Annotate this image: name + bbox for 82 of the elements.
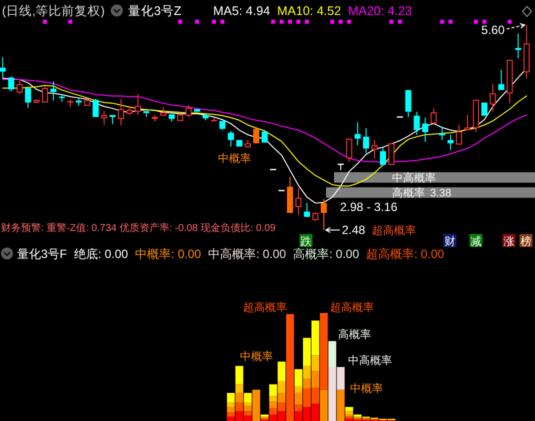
candlestick	[380, 147, 386, 166]
bar	[226, 392, 235, 403]
annotation: 高概率	[338, 328, 371, 341]
candlestick	[110, 114, 116, 125]
bar	[278, 362, 286, 382]
annotation: 中高概率	[348, 354, 392, 367]
text: MA10: 4.52	[277, 4, 342, 18]
candlestick	[354, 122, 361, 146]
bar	[278, 381, 286, 393]
candlestick	[126, 105, 133, 116]
candlestick	[8, 76, 14, 92]
annotation: 超高概率	[372, 224, 416, 237]
candlestick	[16, 80, 23, 94]
candlestick	[92, 98, 99, 118]
candlestick	[490, 84, 496, 112]
bar	[294, 369, 302, 386]
chart-subtitle: 量化3号Z	[128, 4, 182, 18]
candlestick	[448, 134, 454, 150]
bar	[328, 341, 336, 367]
candlestick	[253, 126, 260, 144]
candlestick	[456, 124, 462, 146]
candlestick	[422, 117, 428, 142]
text: 超高概率: 0.00	[366, 247, 444, 261]
bar	[235, 384, 244, 393]
annotation: 2.98 - 3.16	[340, 200, 398, 214]
candlestick	[134, 93, 141, 116]
band-label: 高概率	[392, 186, 425, 200]
candlestick	[388, 142, 394, 166]
bar	[235, 402, 244, 412]
bar	[294, 392, 302, 405]
annotation: 中概率	[350, 382, 383, 395]
annotation: 超高概率	[330, 301, 374, 314]
candlestick	[439, 126, 446, 140]
bar	[226, 402, 235, 407]
annotation: 3.38	[430, 188, 452, 200]
text: 中高概率: 0.00	[208, 247, 286, 261]
annotation: 5.60	[481, 23, 505, 37]
annotation: 财务预警: 重警-Z值: 0.734 优质资产率: -0.08 现金负债比: 0.09	[1, 222, 276, 234]
candlestick	[25, 86, 32, 108]
chart-title: (日线,等比前复权)	[2, 4, 105, 18]
candlestick	[481, 102, 488, 116]
candlestick	[430, 108, 437, 124]
bar	[244, 392, 252, 403]
candlestick	[405, 90, 412, 118]
text: 中概率: 0.00	[135, 247, 202, 261]
text: 绝底: 0.00	[74, 247, 128, 261]
text: 高概率: 0.00	[293, 247, 360, 261]
annotation: 超高概率	[243, 301, 287, 314]
candlestick	[304, 202, 310, 218]
bar	[294, 386, 302, 393]
chart-title: 量化3号F	[17, 247, 68, 261]
candlestick	[414, 111, 420, 136]
bar	[269, 384, 278, 396]
annotation: 2.48	[342, 223, 366, 237]
bar	[226, 412, 235, 417]
candlestick	[118, 98, 124, 126]
annotation: 中概率	[240, 350, 273, 363]
candlestick	[464, 114, 471, 131]
candlestick	[498, 69, 504, 91]
bar	[235, 366, 244, 384]
candlestick	[363, 128, 370, 154]
candlestick	[42, 86, 48, 104]
candlestick	[346, 138, 352, 162]
candlestick	[186, 104, 192, 118]
candlestick	[515, 33, 522, 60]
annotation: 中概率	[218, 152, 251, 165]
text: MA5: 4.94	[213, 4, 270, 18]
bar	[244, 402, 252, 406]
bar	[345, 406, 354, 412]
candlestick	[0, 56, 6, 79]
candlestick	[50, 81, 56, 102]
candlestick	[320, 198, 327, 230]
candlestick	[295, 187, 302, 216]
bar	[269, 396, 278, 402]
text: MA20: 4.23	[348, 4, 412, 18]
candlestick	[101, 110, 108, 126]
candlestick	[371, 139, 378, 159]
bar	[235, 392, 244, 403]
band-label: 中高概率	[392, 171, 436, 184]
bar	[320, 390, 328, 421]
candlestick	[228, 130, 234, 148]
bar	[226, 406, 235, 412]
